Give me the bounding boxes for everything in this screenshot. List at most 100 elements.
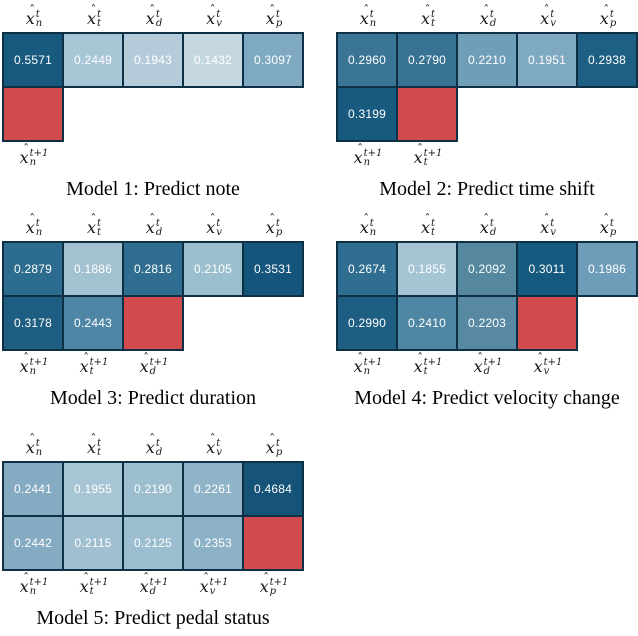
subscript: t (97, 447, 102, 458)
var-xhat-p-tplus1: x ˆ t+1 p (260, 571, 289, 597)
row-label-x-p-next: x ˆ t+1 p (244, 571, 304, 597)
heatmap-cell: 0.1886 (64, 243, 122, 295)
subscript: n (363, 157, 371, 168)
hat-accent: ˆ (424, 3, 431, 17)
superscript: t (489, 9, 494, 20)
hat-accent: ˆ (23, 142, 30, 156)
heatmap-cell: 0.3531 (244, 243, 302, 295)
subscript: t (423, 366, 428, 377)
hat-accent: ˆ (29, 432, 36, 446)
var-xhat-d-tplus1: x ˆ t+1 d (474, 351, 503, 377)
var-xhat-t-tplus1: x ˆ t+1 t (80, 571, 109, 597)
var-xhat-t-tplus1: x ˆ t+1 t (414, 351, 443, 377)
subscript: n (29, 366, 37, 377)
subscript: v (550, 18, 556, 29)
row-label-x-d-next: x ˆ t+1 d (124, 571, 184, 597)
subscript: d (155, 18, 163, 29)
subscript: d (149, 586, 157, 597)
predicted-cell-red (124, 297, 182, 349)
hat-accent: ˆ (23, 571, 30, 585)
subscript: d (489, 227, 497, 238)
superscript: t (216, 9, 221, 20)
subscript: v (543, 366, 550, 377)
subscript: v (209, 586, 216, 597)
predicted-cell-red (244, 517, 302, 569)
subscript: d (155, 447, 163, 458)
superscript: t+1 (29, 148, 49, 159)
script-stack: t+1 p (270, 578, 289, 597)
heatmap-row-t1: 0.3178 0.2443 (2, 295, 184, 351)
superscript: t (35, 218, 40, 229)
var-xhat-n-tplus1: x ˆ t+1 n (20, 142, 49, 168)
heatmap-cell: 0.2879 (4, 243, 62, 295)
heatmap-cell: 0.2353 (184, 517, 242, 569)
panel-caption: Model 3: Predict duration (49, 387, 257, 409)
subscript: p (275, 227, 283, 238)
subscript: p (275, 447, 283, 458)
hat-accent: ˆ (537, 351, 544, 365)
hat-accent: ˆ (603, 212, 610, 226)
row-label-x-n-next: x ˆ t+1 n (338, 142, 398, 168)
hat-accent: ˆ (417, 142, 424, 156)
hat-accent: ˆ (29, 212, 36, 226)
var-xhat-t-tplus1: x ˆ t+1 t (413, 142, 443, 168)
superscript: t (97, 9, 102, 20)
superscript: t+1 (423, 148, 443, 159)
superscript: t (35, 9, 40, 20)
heatmap-cell: 0.4684 (244, 463, 302, 515)
subscript: t (97, 18, 102, 29)
var-xhat-d-tplus1: x ˆ t+1 d (140, 351, 169, 377)
subscript: n (29, 586, 37, 597)
row-labels: x ˆ t+1 n (2, 142, 304, 176)
script-stack: t+1 d (484, 358, 503, 377)
hat-accent: ˆ (203, 571, 210, 585)
hat-accent: ˆ (143, 351, 150, 365)
row-label-x-v-next: x ˆ t+1 v (518, 351, 578, 377)
hat-accent: ˆ (357, 351, 364, 365)
hat-accent: ˆ (149, 3, 156, 17)
